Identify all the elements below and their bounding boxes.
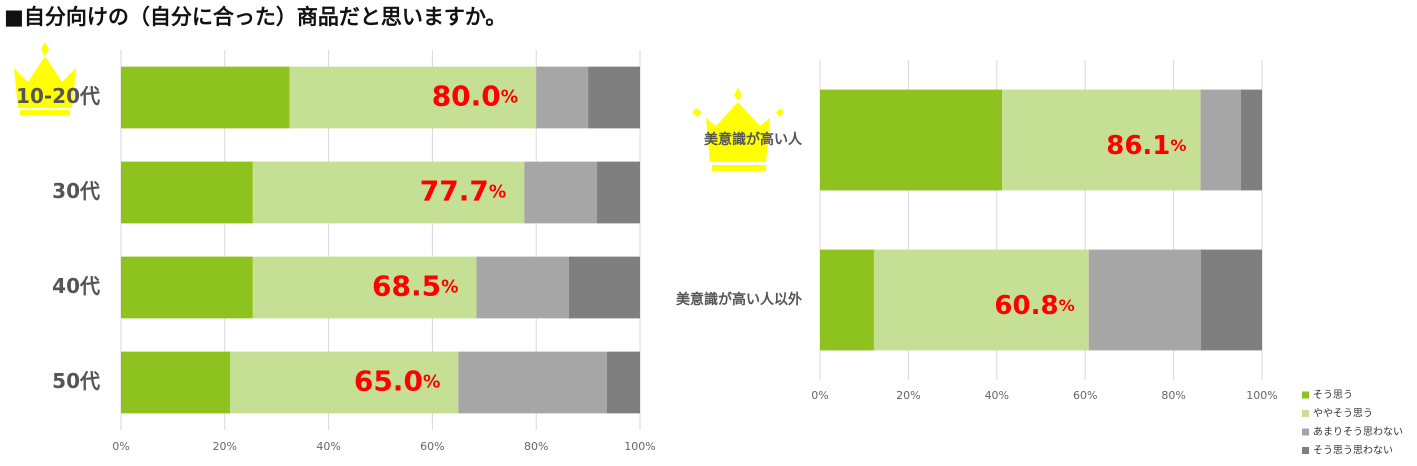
bar-segment [568, 256, 640, 319]
x-tick-label: 0% [811, 389, 828, 402]
x-tick-label: 0% [112, 440, 129, 453]
bar-segment [1240, 89, 1262, 191]
category-label: 40代 [52, 274, 100, 298]
legend-swatch [1302, 428, 1309, 436]
legend-label: ややそう思う [1313, 408, 1373, 420]
category-label: 30代 [52, 179, 100, 203]
bar-segment [536, 66, 589, 129]
category-label: 美意識が高い人以外 [676, 291, 802, 308]
annotation: 68.5% [372, 270, 459, 303]
bar-segment [596, 161, 640, 224]
legend-label: そう思う [1313, 389, 1353, 401]
crown-icon [14, 42, 76, 115]
bar-segment [476, 256, 569, 319]
annotation: 60.8% [994, 291, 1074, 321]
annotation: 65.0% [354, 365, 441, 398]
bar-segment [121, 66, 290, 129]
crown-icon [692, 88, 784, 171]
bar-segment [289, 66, 537, 129]
x-tick-label: 20% [213, 440, 237, 453]
bar-segment [1200, 89, 1241, 191]
bar-segment [121, 351, 230, 414]
x-tick-label: 20% [896, 389, 920, 402]
bar-segment [458, 351, 607, 414]
bar-segment [229, 351, 459, 414]
category-label: 美意識が高い人 [704, 131, 803, 148]
legend-swatch [1302, 410, 1309, 417]
x-tick-label: 40% [316, 440, 340, 453]
x-tick-label: 60% [1073, 389, 1097, 402]
x-tick-label: 80% [524, 440, 548, 453]
bar-segment [873, 249, 1089, 351]
legend-label: そう思う思わない [1313, 445, 1393, 457]
bar-segment [252, 161, 525, 224]
legend-swatch [1302, 447, 1309, 454]
bar-segment [606, 351, 640, 414]
bar-segment [1088, 249, 1202, 351]
legend-swatch [1302, 391, 1309, 399]
page-title: ■自分向けの（自分に合った）商品だと思いますか。 [4, 5, 506, 29]
bar-segment [121, 161, 253, 224]
bar-segment [820, 89, 1003, 191]
bar-segment [252, 256, 477, 319]
annotation: 86.1% [1106, 131, 1186, 161]
bar-segment [820, 249, 874, 351]
category-label: 10-20代 [16, 84, 100, 108]
x-tick-label: 100% [1246, 389, 1277, 402]
category-label: 50代 [52, 369, 100, 393]
x-tick-label: 80% [1161, 389, 1185, 402]
bar-segment [524, 161, 597, 224]
bar-segment [121, 256, 253, 319]
bar-segment [1002, 89, 1201, 191]
annotation: 80.0% [432, 80, 519, 113]
legend-label: あまりそう思わない [1313, 426, 1403, 438]
x-tick-label: 40% [985, 389, 1009, 402]
annotation: 77.7% [420, 175, 507, 208]
bar-segment [1201, 249, 1262, 351]
x-tick-label: 100% [624, 440, 655, 453]
bar-segment [588, 66, 640, 129]
x-tick-label: 60% [420, 440, 444, 453]
